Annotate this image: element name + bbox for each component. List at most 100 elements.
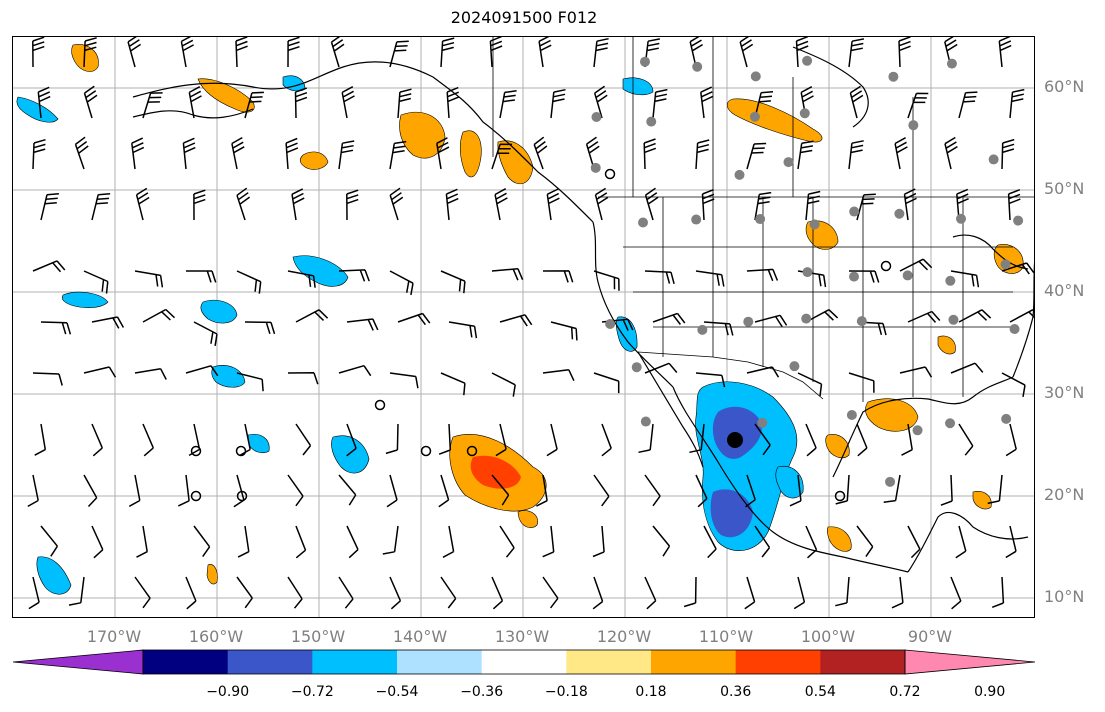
calm-marker	[604, 168, 616, 180]
wind-barb	[244, 321, 276, 335]
colorbar-segment	[312, 650, 398, 674]
station-dot	[692, 61, 703, 72]
wind-barb	[287, 474, 304, 507]
wind-barb	[385, 423, 399, 455]
wind-barb	[695, 139, 710, 170]
negative-area	[200, 299, 238, 324]
coastline-alaska	[132, 61, 594, 223]
wind-barb	[440, 576, 457, 609]
wind-barb	[27, 474, 39, 508]
wind-barb	[32, 37, 45, 68]
wind-barb	[950, 362, 984, 374]
station-dot	[750, 71, 761, 82]
negative-area	[211, 365, 246, 388]
wind-barb	[542, 369, 575, 382]
calm-marker	[190, 490, 202, 502]
wind-barb	[445, 188, 459, 221]
wind-barb	[338, 140, 355, 170]
colorbar-segment	[481, 650, 567, 674]
lon-label-170w: 170°W	[86, 627, 142, 646]
calm-marker	[420, 445, 432, 457]
wind-barb	[652, 88, 668, 119]
wind-barb	[944, 37, 958, 68]
wind-barb	[134, 576, 151, 609]
wind-barb	[438, 423, 452, 455]
wind-barb	[440, 372, 466, 396]
wind-barb	[295, 525, 307, 559]
wind-barb	[689, 37, 703, 68]
wind-barb	[389, 270, 414, 296]
wind-barb	[585, 136, 600, 170]
calm-marker	[834, 490, 846, 502]
positive-area	[399, 111, 446, 159]
station-dot	[590, 162, 601, 173]
wind-barb	[695, 270, 725, 287]
wind-barb	[83, 37, 97, 68]
wind-barb	[131, 137, 145, 170]
colorbar-tick-label: −0.54	[375, 684, 419, 700]
colorbar-tick-label: 0.36	[720, 684, 752, 700]
coastline-gulf	[832, 376, 1014, 478]
wind-barb	[338, 269, 370, 282]
station-dot	[946, 58, 957, 69]
wind-barb	[386, 474, 398, 508]
calm-marker	[374, 399, 386, 411]
wind-barb	[899, 258, 933, 272]
wind-barb	[28, 576, 40, 610]
wind-barb	[341, 86, 355, 119]
wind-barb	[91, 525, 104, 559]
wind-barb	[491, 576, 504, 610]
wind-barb	[754, 423, 771, 456]
station-dot	[888, 71, 899, 82]
station-dot	[631, 362, 642, 373]
wind-barb	[1009, 88, 1025, 119]
lon-label-120w: 120°W	[596, 627, 652, 646]
graticule	[13, 37, 1034, 617]
wind-barb	[1007, 188, 1021, 221]
colorbar-tick-label: 0.18	[635, 684, 667, 700]
wind-barb	[142, 308, 176, 323]
wind-barb	[491, 372, 516, 397]
wind-barb	[744, 576, 756, 610]
wind-barb	[236, 372, 264, 392]
coastline-east-us	[1012, 262, 1034, 378]
wind-barb	[593, 474, 610, 507]
station-dot	[640, 416, 651, 427]
station-dot	[894, 208, 905, 219]
wind-barb	[538, 37, 552, 68]
colorbar-segment	[735, 650, 821, 674]
wind-barb	[237, 525, 250, 558]
wind-barb	[128, 474, 141, 507]
station-dot	[856, 316, 867, 327]
wind-barb	[848, 38, 865, 68]
wind-barb	[180, 37, 194, 68]
wind-barb	[136, 525, 148, 558]
station-dot	[734, 169, 745, 180]
wind-barb	[940, 474, 953, 506]
wind-barb	[186, 270, 217, 283]
wind-barb	[739, 37, 754, 68]
wind-barb	[700, 86, 714, 119]
lat-label-10n: 10°N	[1044, 587, 1085, 606]
wind-barb	[346, 318, 379, 331]
border-us-mexico	[637, 351, 824, 400]
wind-barb	[438, 474, 450, 508]
negative-area	[247, 434, 270, 454]
wind-barb	[856, 525, 874, 558]
wind-barb	[491, 267, 524, 281]
colorbar-tick-label: 0.54	[804, 684, 836, 700]
wind-barb	[1005, 525, 1017, 559]
wind-barb	[142, 423, 154, 457]
calm-marker	[880, 260, 892, 272]
station-dot	[908, 120, 919, 131]
wind-barb	[644, 362, 678, 374]
wind-barb	[494, 188, 508, 221]
colorbar-tick-label: −0.18	[544, 684, 588, 700]
wind-barb	[907, 525, 921, 559]
wind-barb	[695, 372, 726, 388]
station-dot	[697, 324, 708, 335]
positive-area	[825, 434, 850, 459]
colorbar-extend-max	[904, 649, 1036, 675]
wind-barb	[235, 37, 248, 68]
lon-label-90w: 90°W	[907, 627, 953, 646]
